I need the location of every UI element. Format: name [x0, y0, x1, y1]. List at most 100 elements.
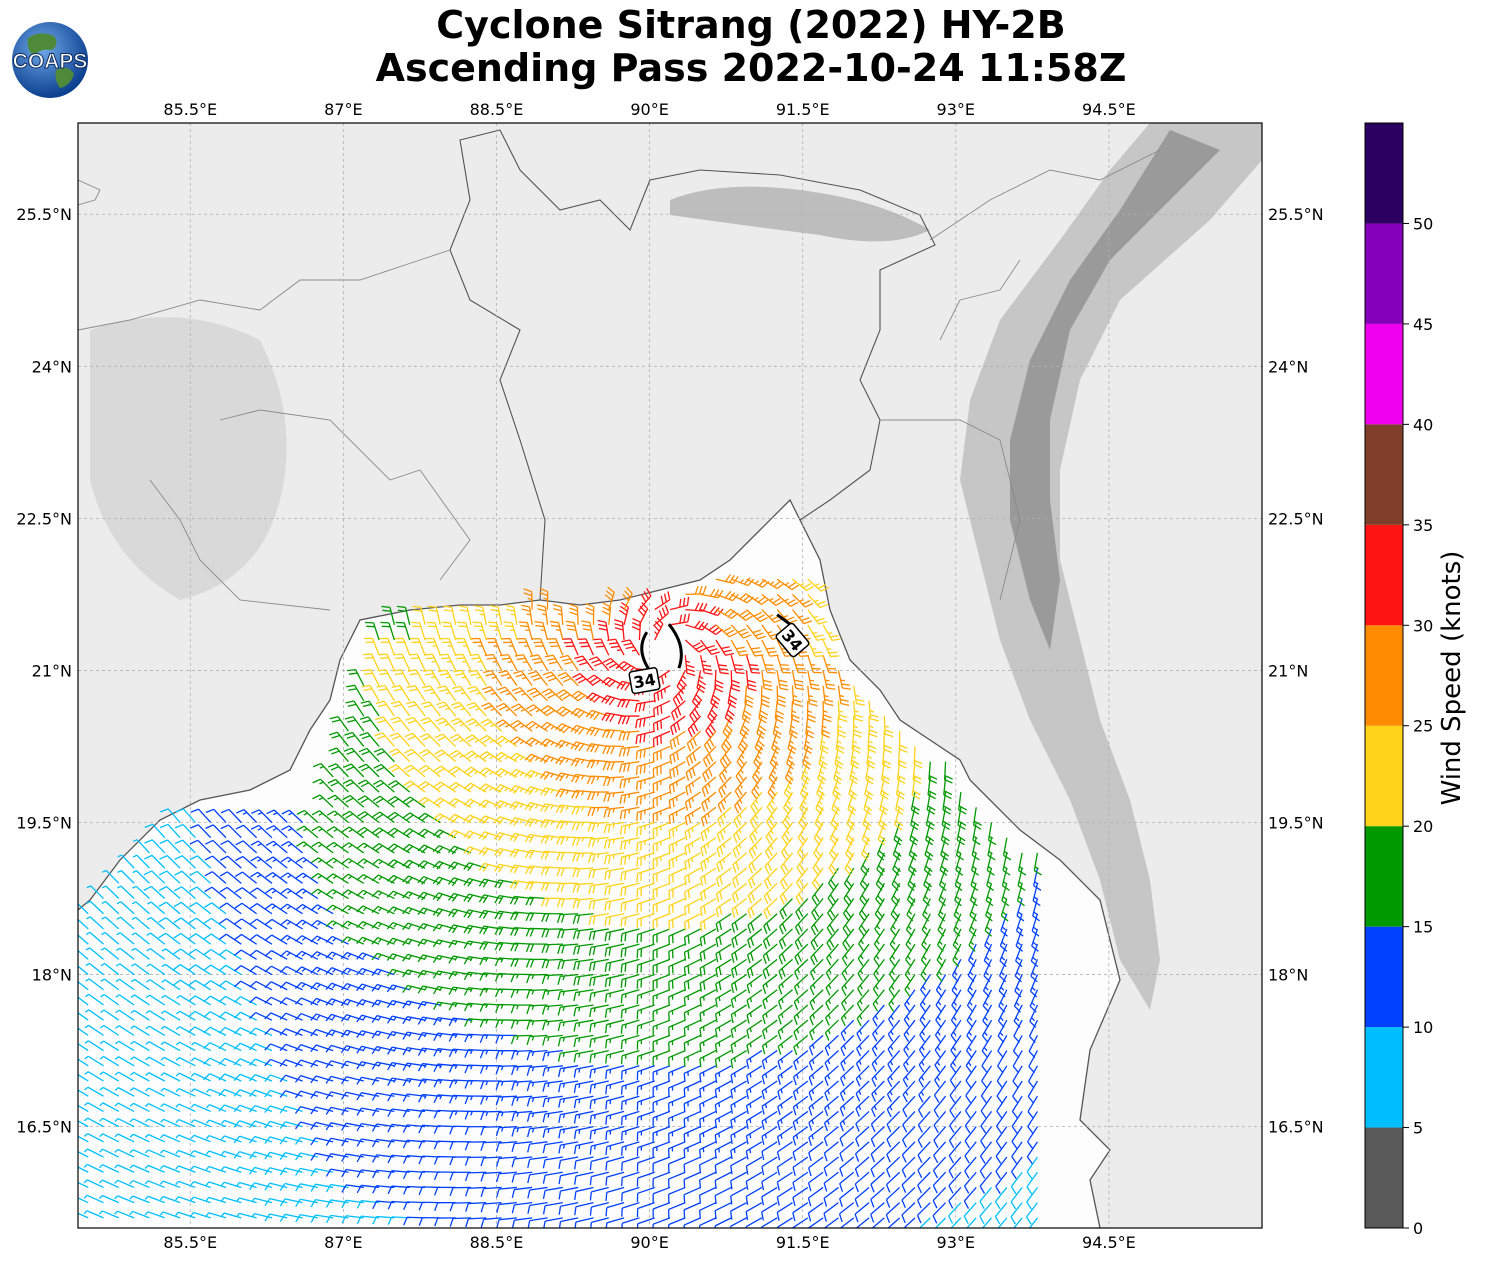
wind-barb [221, 1135, 242, 1143]
wind-barb [279, 965, 303, 976]
wind-barb [963, 1202, 977, 1224]
wind-barb [1010, 1171, 1023, 1195]
wind-barb [129, 1133, 150, 1143]
wind-barb [714, 1065, 732, 1083]
wind-barb [589, 1095, 609, 1109]
wind-barb [310, 1137, 334, 1146]
wind-barb [698, 1202, 717, 1219]
wind-barb [1029, 1004, 1039, 1028]
wind-barb [221, 1166, 242, 1173]
wind-barb [683, 1050, 701, 1067]
wind-barb [888, 989, 901, 1012]
wind-barb [480, 1080, 502, 1090]
wind-barb [935, 989, 947, 1013]
wind-barb [205, 1134, 227, 1143]
wind-barb [761, 1110, 778, 1130]
wind-barb [668, 1110, 686, 1127]
wind-barb [511, 1080, 533, 1091]
wind-barb [279, 934, 303, 945]
wind-barb [511, 1156, 533, 1168]
wind-barb [934, 1050, 947, 1073]
wind-barb [176, 1010, 196, 1021]
wind-barb [526, 1004, 548, 1015]
wind-barb [668, 1095, 686, 1112]
wind-barb [730, 1156, 747, 1175]
wind-barb [340, 1076, 364, 1085]
wind-barb [714, 1141, 732, 1159]
wind-barb [590, 1217, 609, 1228]
wind-barb [714, 1156, 732, 1174]
wind-barb [99, 1117, 120, 1128]
wind-barb [511, 1171, 533, 1183]
wind-barb [145, 1087, 166, 1097]
wind-barb [824, 1050, 839, 1071]
wind-barb [84, 1102, 104, 1112]
wind-barb [510, 1049, 533, 1060]
wind-barb [402, 1015, 426, 1025]
wind-barb [495, 1065, 517, 1075]
wind-barb [917, 1141, 931, 1163]
wind-barb [558, 1217, 579, 1228]
wind-barb [870, 1156, 885, 1178]
wind-barb [588, 943, 609, 956]
wind-barb [793, 1004, 809, 1025]
wind-barb [449, 1202, 471, 1212]
wind-barb [295, 1198, 318, 1207]
wind-barb [159, 1195, 181, 1204]
wind-barb [83, 1179, 104, 1189]
wind-barb [621, 1126, 640, 1141]
wind-barb [526, 973, 548, 984]
wind-barb [935, 974, 947, 998]
wind-barb [295, 935, 319, 945]
wind-barb [542, 1141, 563, 1154]
wind-barb [745, 1186, 763, 1205]
wind-barb [78, 1104, 89, 1112]
wind-barb [808, 1065, 824, 1086]
wind-barb [605, 1049, 625, 1064]
wind-barb [981, 1217, 993, 1228]
wind-barb [386, 953, 410, 961]
wind-barb [464, 1125, 487, 1135]
wind-barb [101, 931, 120, 945]
wind-barb [480, 1110, 502, 1121]
wind-barb [855, 1126, 870, 1147]
wind-barb [99, 1086, 120, 1097]
wind-barb [902, 1095, 916, 1118]
wind-barb [792, 1141, 809, 1161]
wind-barb [356, 952, 380, 960]
wind-barb [129, 1102, 150, 1112]
wind-barb [1028, 1019, 1039, 1043]
wind-barb [997, 1019, 1008, 1043]
wind-barb [145, 1072, 166, 1082]
wind-barb [114, 1133, 135, 1143]
wind-barb [203, 1011, 227, 1021]
wind-barb [294, 1012, 319, 1021]
wind-barb [295, 1214, 318, 1223]
wind-barb [998, 959, 1008, 983]
wind-barb [264, 934, 288, 945]
wind-barb [652, 958, 671, 975]
lat-tick-label-left: 19.5°N [16, 813, 72, 832]
wind-barb [371, 983, 395, 992]
wind-barb [917, 1126, 931, 1148]
wind-barb [206, 1088, 227, 1097]
wind-barb [777, 1034, 793, 1055]
wind-barb [371, 1061, 395, 1070]
wind-barb [129, 1118, 150, 1128]
wind-barb [825, 1004, 839, 1026]
wind-barb [78, 1012, 89, 1021]
wind-barb [218, 1042, 242, 1052]
wind-barb [188, 948, 212, 960]
wind-barb [129, 1149, 150, 1158]
wind-barb [808, 1080, 824, 1101]
wind-barb [918, 1050, 931, 1073]
wind-barb [918, 1034, 931, 1058]
wind-barb [715, 989, 732, 1008]
wind-barb [495, 1110, 517, 1121]
wind-barb [340, 983, 365, 991]
wind-barb [683, 1034, 701, 1052]
wind-barb [542, 1019, 563, 1031]
wind-barb [730, 1050, 747, 1069]
wind-barb [526, 1080, 548, 1092]
wind-barb [542, 1110, 563, 1123]
